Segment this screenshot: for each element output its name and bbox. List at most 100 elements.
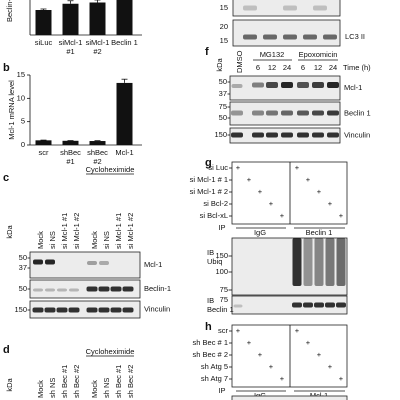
band (233, 304, 243, 308)
band (281, 110, 293, 116)
condition: sh Atg 7 (201, 374, 228, 383)
x-tick-label: siMcl-1 (59, 38, 83, 47)
x-tick-label: #2 (93, 157, 101, 166)
blot-label: Vinculin (144, 304, 170, 313)
plus: + (280, 211, 285, 220)
plus: + (306, 175, 311, 184)
band (69, 288, 79, 292)
band (87, 261, 97, 265)
band (44, 307, 56, 313)
blot-label: Mcl-1 (144, 260, 162, 269)
marker: 37 (19, 263, 27, 272)
marker: 50 (219, 113, 227, 122)
plus: + (328, 362, 333, 371)
band (314, 302, 324, 308)
band (98, 286, 110, 292)
band (312, 82, 324, 88)
band (266, 132, 278, 138)
band (243, 34, 257, 40)
bar (89, 141, 106, 145)
marker: 75 (219, 102, 227, 111)
band (327, 110, 339, 116)
plus: + (295, 163, 300, 172)
band (45, 259, 55, 265)
grid-box (231, 161, 348, 225)
panel-label: g (205, 157, 212, 169)
band (297, 110, 309, 116)
marker: 150 (215, 251, 228, 260)
y-axis-label: Mcl-1 mRNA level (7, 80, 16, 140)
ib: IB (207, 296, 214, 305)
unit: kDa (215, 58, 224, 72)
band (110, 307, 122, 313)
condition: sh Bec # 2 (193, 350, 228, 359)
marker: 20 (220, 22, 228, 31)
plus: + (317, 187, 322, 196)
plus: + (317, 350, 322, 359)
time: 12 (268, 63, 276, 72)
x-tick-label: shBec (60, 148, 81, 157)
band (57, 288, 67, 292)
band (122, 286, 134, 292)
lane-label: si Mcl-1 #1 (114, 213, 123, 249)
blot (29, 251, 141, 279)
lane-label: Mock (36, 380, 45, 398)
marker: 37 (219, 89, 227, 98)
marker: 75 (220, 285, 228, 294)
panel-label: h (205, 321, 212, 333)
lane-label: Mock (90, 231, 99, 249)
band (252, 82, 264, 88)
band (266, 82, 278, 88)
lane-label: sh NS (102, 378, 111, 398)
blot (231, 295, 348, 315)
ip: Beclin 1 (306, 228, 333, 237)
lane-label: sh Bec #1 (60, 365, 69, 398)
band (297, 82, 309, 88)
ip-label: IP (218, 386, 225, 395)
band (86, 307, 98, 313)
grid-box (231, 324, 348, 388)
marker: 15 (220, 3, 228, 12)
band (281, 82, 293, 88)
lane-label: sh Bec #2 (126, 365, 135, 398)
condition: si Bcl-xL (200, 211, 228, 220)
panel-label: f (205, 46, 209, 58)
band (312, 132, 324, 138)
band (292, 238, 302, 286)
band (122, 307, 134, 313)
x-tick-label: #2 (93, 47, 101, 56)
plus: + (295, 326, 300, 335)
plus: + (247, 338, 252, 347)
condition: scr (218, 326, 229, 335)
y-tick-label: 5 (21, 117, 25, 126)
x-tick-label: Beclin 1 (111, 38, 138, 47)
band (283, 5, 297, 11)
x-tick-label: siMcl-1 (86, 38, 110, 47)
band (303, 302, 313, 308)
plus: + (280, 374, 285, 383)
condition: sh Atg 5 (201, 362, 228, 371)
band (231, 84, 243, 88)
ip-label: IP (218, 223, 225, 232)
marker: 50 (19, 284, 27, 293)
condition: sh Bec # 1 (193, 338, 228, 347)
band (325, 238, 335, 286)
panel-label: d (3, 344, 10, 356)
y-axis-label: Beclin-1 (5, 0, 14, 22)
time: 24 (283, 63, 291, 72)
blot (232, 19, 341, 47)
band (327, 82, 339, 88)
bar (89, 2, 106, 35)
band (45, 288, 55, 292)
band (292, 302, 302, 308)
band (313, 5, 327, 11)
bar (116, 0, 133, 35)
blot (232, 0, 341, 17)
treatment: Cycloheximide (86, 165, 135, 174)
band (32, 307, 44, 313)
ib: IB (207, 248, 214, 257)
band (252, 110, 264, 116)
ip: IgG (254, 391, 266, 400)
plus: + (328, 199, 333, 208)
